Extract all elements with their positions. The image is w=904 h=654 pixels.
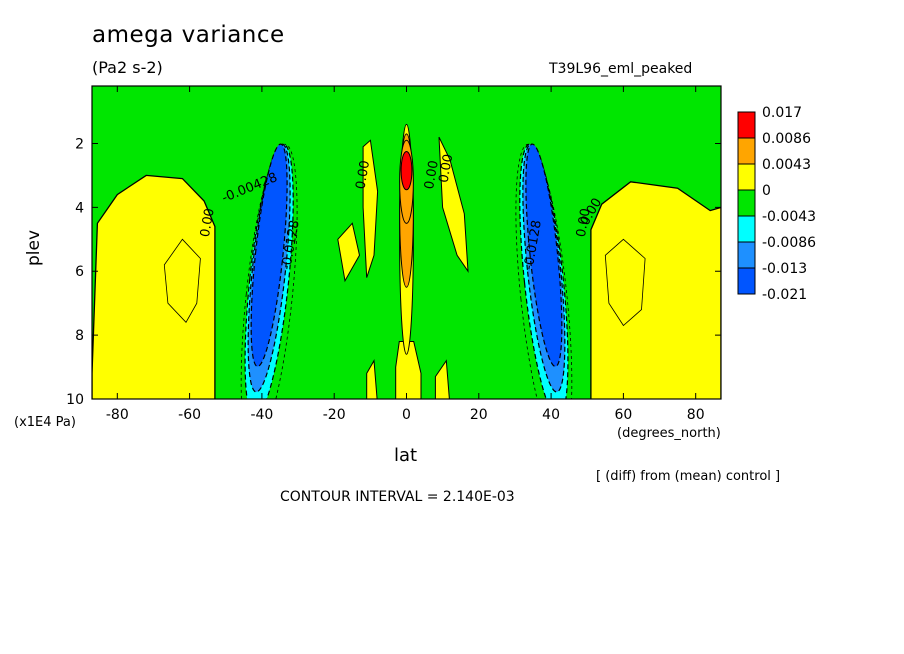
y-tick-label: 8: [75, 328, 84, 344]
positive-patch-1: [337, 222, 361, 283]
x-tick-label: -80: [106, 407, 129, 423]
x-tick-label: -60: [178, 407, 201, 423]
positive-patch-2: [362, 139, 379, 278]
contour-interval: CONTOUR INTERVAL = 2.140E-03: [280, 489, 515, 505]
y-tick-label: 4: [75, 200, 84, 216]
contour-fills: [92, 86, 721, 399]
legend-label: -0.021: [762, 287, 807, 303]
x-tick-label: 0: [402, 407, 411, 423]
legend-swatch: [737, 241, 756, 269]
legend-label: 0: [762, 183, 771, 199]
y-tick-label: 10: [66, 392, 84, 408]
legend-swatch: [737, 215, 756, 243]
diff-note: [ (diff) from (mean) control ]: [596, 469, 781, 484]
legend-swatch: [737, 163, 756, 191]
negative-cell-north-level-4: [525, 143, 563, 368]
x-tick-label: 40: [542, 407, 560, 423]
legend-swatch: [737, 111, 756, 139]
legend-swatch: [737, 267, 756, 295]
run-id: T39L96_eml_peaked: [549, 61, 693, 77]
contour-value-label: 0.00: [574, 207, 594, 238]
y-tick-label: 2: [75, 136, 84, 152]
contour-value-label: 0.00: [353, 159, 373, 190]
legend-label: -0.0043: [762, 209, 816, 225]
legend-label: -0.0086: [762, 235, 816, 251]
x-tick-label: -20: [323, 407, 346, 423]
x-tick-label: -40: [250, 407, 273, 423]
equatorial-core-4: [400, 150, 413, 191]
positive-patch-4: [366, 359, 378, 399]
contour-value-label: 0.00: [198, 207, 218, 238]
x-axis-label: lat: [394, 445, 418, 466]
y-axis-units: (x1E4 Pa): [14, 415, 76, 430]
contour-north-inner: [604, 238, 646, 327]
x-tick-label: 60: [614, 407, 632, 423]
x-tick-label: 80: [687, 407, 705, 423]
positive-region-south: [92, 174, 216, 399]
contour-value-label: 0.00: [422, 159, 442, 190]
chart-units: (Pa2 s-2): [92, 58, 163, 77]
x-tick-label: 20: [470, 407, 488, 423]
legend-label: 0.017: [762, 105, 802, 121]
y-axis-label: plev: [24, 229, 44, 266]
contour-south-inner: [163, 238, 201, 323]
x-axis-units: (degrees_north): [617, 426, 721, 441]
contour-value-label: 0.00: [437, 153, 457, 184]
legend-swatch: [737, 189, 756, 217]
legend-label: 0.0043: [762, 157, 811, 173]
positive-patch-5: [395, 341, 422, 399]
positive-patch-6: [434, 359, 450, 399]
positive-region-north: [590, 181, 721, 399]
chart-title: amega variance: [92, 22, 285, 48]
positive-patch-3: [438, 136, 469, 273]
y-tick-label: 6: [75, 264, 84, 280]
legend-label: 0.0086: [762, 131, 811, 147]
legend-swatch: [737, 137, 756, 165]
legend-label: -0.013: [762, 261, 807, 277]
negative-cell-south-level-4: [250, 143, 288, 368]
